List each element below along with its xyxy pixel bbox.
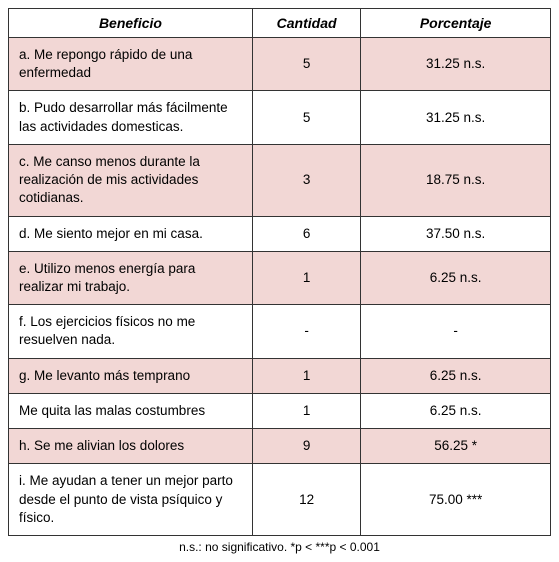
cell-cantidad: 9 <box>252 429 360 464</box>
table-row: Me quita las malas costumbres 1 6.25 n.s… <box>9 393 551 428</box>
cell-benefit: f. Los ejercicios físicos no me resuelve… <box>9 305 253 358</box>
cell-porcentaje: 6.25 n.s. <box>361 358 551 393</box>
cell-cantidad: 5 <box>252 91 360 144</box>
cell-benefit: c. Me canso menos durante la realización… <box>9 144 253 216</box>
cell-porcentaje: 37.50 n.s. <box>361 216 551 251</box>
table-row: c. Me canso menos durante la realización… <box>9 144 551 216</box>
cell-benefit: b. Pudo desarrollar más fácilmente las a… <box>9 91 253 144</box>
cell-cantidad: 1 <box>252 358 360 393</box>
cell-cantidad: 1 <box>252 251 360 304</box>
table-row: i. Me ayudan a tener un mejor parto desd… <box>9 464 551 536</box>
table-row: b. Pudo desarrollar más fácilmente las a… <box>9 91 551 144</box>
header-cantidad: Cantidad <box>252 9 360 38</box>
cell-cantidad: - <box>252 305 360 358</box>
table-row: g. Me levanto más temprano 1 6.25 n.s. <box>9 358 551 393</box>
cell-benefit: i. Me ayudan a tener un mejor parto desd… <box>9 464 253 536</box>
cell-porcentaje: 31.25 n.s. <box>361 38 551 91</box>
cell-benefit: e. Utilizo menos energía para realizar m… <box>9 251 253 304</box>
cell-cantidad: 6 <box>252 216 360 251</box>
cell-porcentaje: 56.25 * <box>361 429 551 464</box>
cell-cantidad: 12 <box>252 464 360 536</box>
cell-porcentaje: 75.00 *** <box>361 464 551 536</box>
cell-benefit: a. Me repongo rápido de una enfermedad <box>9 38 253 91</box>
cell-cantidad: 5 <box>252 38 360 91</box>
cell-porcentaje: 18.75 n.s. <box>361 144 551 216</box>
cell-benefit: d. Me siento mejor en mi casa. <box>9 216 253 251</box>
table-row: f. Los ejercicios físicos no me resuelve… <box>9 305 551 358</box>
cell-porcentaje: 31.25 n.s. <box>361 91 551 144</box>
cell-porcentaje: 6.25 n.s. <box>361 251 551 304</box>
cell-porcentaje: - <box>361 305 551 358</box>
cell-porcentaje: 6.25 n.s. <box>361 393 551 428</box>
header-porcentaje: Porcentaje <box>361 9 551 38</box>
benefits-table: Beneficio Cantidad Porcentaje a. Me repo… <box>8 8 551 536</box>
header-beneficio: Beneficio <box>9 9 253 38</box>
footnote: n.s.: no significativo. *p < ***p < 0.00… <box>8 540 551 554</box>
cell-cantidad: 1 <box>252 393 360 428</box>
cell-benefit: g. Me levanto más temprano <box>9 358 253 393</box>
cell-cantidad: 3 <box>252 144 360 216</box>
table-row: e. Utilizo menos energía para realizar m… <box>9 251 551 304</box>
table-row: d. Me siento mejor en mi casa. 6 37.50 n… <box>9 216 551 251</box>
table-header-row: Beneficio Cantidad Porcentaje <box>9 9 551 38</box>
table-row: h. Se me alivian los dolores 9 56.25 * <box>9 429 551 464</box>
cell-benefit: h. Se me alivian los dolores <box>9 429 253 464</box>
cell-benefit: Me quita las malas costumbres <box>9 393 253 428</box>
table-row: a. Me repongo rápido de una enfermedad 5… <box>9 38 551 91</box>
